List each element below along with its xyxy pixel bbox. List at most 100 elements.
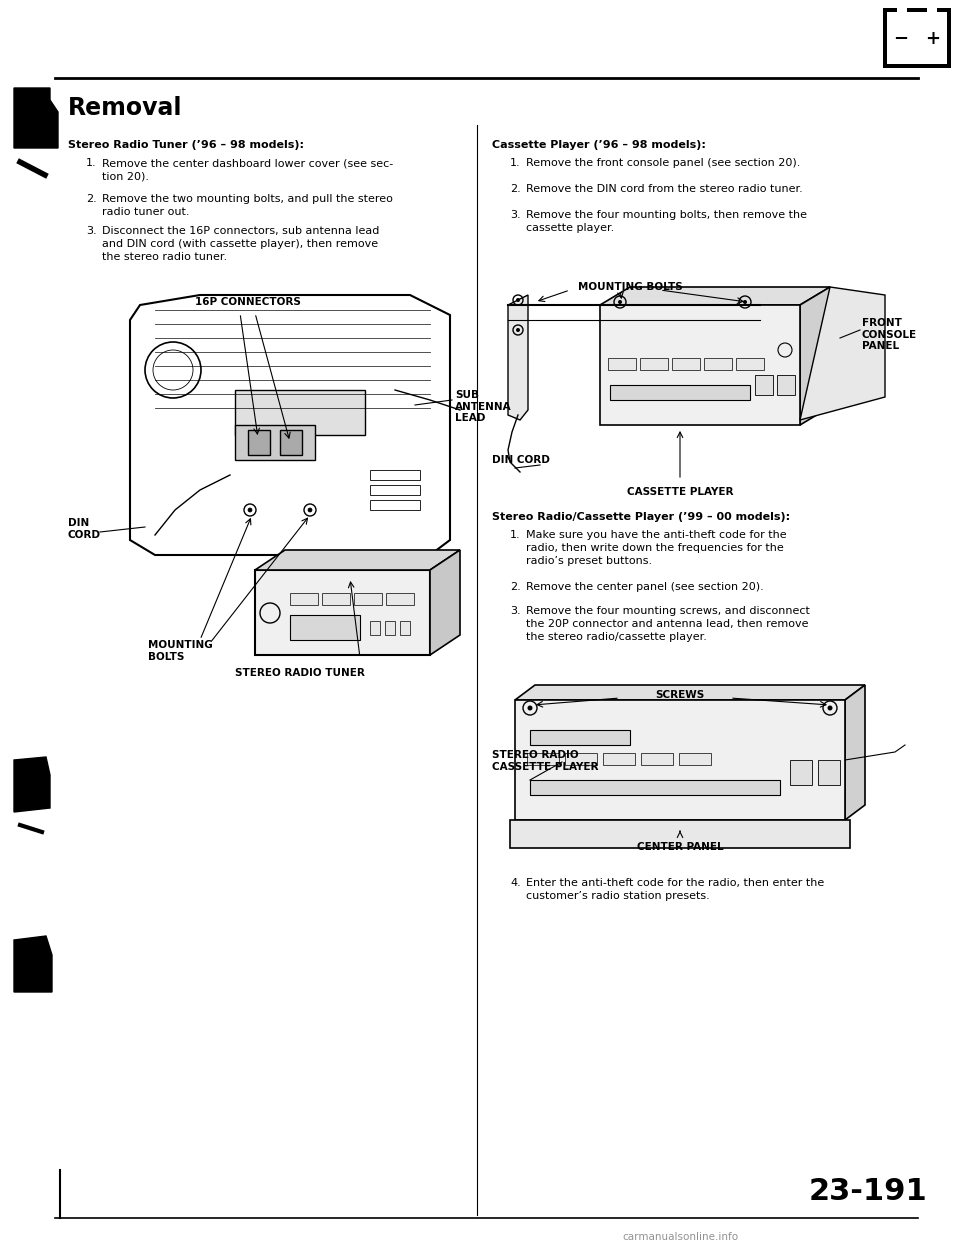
Text: Remove the DIN cord from the stereo radio tuner.: Remove the DIN cord from the stereo radi… xyxy=(526,184,803,194)
Text: Make sure you have the anti-theft code for the
radio, then write down the freque: Make sure you have the anti-theft code f… xyxy=(526,530,786,566)
Text: carmanualsonline.info: carmanualsonline.info xyxy=(622,1232,738,1242)
Bar xyxy=(510,820,850,848)
Bar xyxy=(777,375,795,395)
Bar xyxy=(527,753,559,765)
Bar xyxy=(641,753,673,765)
Polygon shape xyxy=(515,686,865,700)
Bar xyxy=(235,425,315,460)
Text: Remove the center panel (see section 20).: Remove the center panel (see section 20)… xyxy=(526,582,764,592)
Bar xyxy=(897,7,907,17)
Bar xyxy=(818,760,840,785)
Text: FRONT
CONSOLE
PANEL: FRONT CONSOLE PANEL xyxy=(862,318,917,351)
Text: Cassette Player (’96 – 98 models):: Cassette Player (’96 – 98 models): xyxy=(492,140,706,150)
Bar xyxy=(290,615,360,640)
Polygon shape xyxy=(600,287,830,306)
Text: DIN CORD: DIN CORD xyxy=(492,455,550,465)
Text: Enter the anti-theft code for the radio, then enter the
customer’s radio station: Enter the anti-theft code for the radio,… xyxy=(526,878,825,902)
Bar xyxy=(790,760,812,785)
Polygon shape xyxy=(508,296,528,420)
Text: 3.: 3. xyxy=(86,226,97,236)
Bar xyxy=(515,700,845,820)
Text: Stereo Radio/Cassette Player (’99 – 00 models):: Stereo Radio/Cassette Player (’99 – 00 m… xyxy=(492,512,790,522)
Text: 1.: 1. xyxy=(510,158,520,168)
Bar xyxy=(255,570,430,655)
Text: Remove the front console panel (see section 20).: Remove the front console panel (see sect… xyxy=(526,158,801,168)
Text: Remove the two mounting bolts, and pull the stereo
radio tuner out.: Remove the two mounting bolts, and pull … xyxy=(102,194,393,217)
Circle shape xyxy=(308,508,312,512)
Text: CASSETTE PLAYER: CASSETTE PLAYER xyxy=(627,487,733,497)
Text: Remove the four mounting screws, and disconnect
the 20P connector and antenna le: Remove the four mounting screws, and dis… xyxy=(526,606,810,642)
Circle shape xyxy=(743,301,747,304)
Circle shape xyxy=(828,705,832,710)
Polygon shape xyxy=(255,550,460,570)
Bar xyxy=(322,592,350,605)
Bar xyxy=(672,358,700,370)
Bar xyxy=(736,358,764,370)
Text: Removal: Removal xyxy=(68,96,182,120)
Bar xyxy=(610,385,750,400)
Text: 1.: 1. xyxy=(510,530,520,540)
Text: MOUNTING
BOLTS: MOUNTING BOLTS xyxy=(148,640,213,662)
Circle shape xyxy=(248,508,252,512)
Bar xyxy=(704,358,732,370)
Bar xyxy=(370,501,420,510)
Bar xyxy=(280,430,302,455)
Bar xyxy=(530,780,780,795)
Polygon shape xyxy=(14,758,50,812)
Text: SCREWS: SCREWS xyxy=(656,691,705,700)
Text: 4.: 4. xyxy=(510,878,520,888)
Text: CENTER PANEL: CENTER PANEL xyxy=(636,842,723,852)
Bar xyxy=(565,753,597,765)
Bar xyxy=(370,484,420,496)
Text: DIN
CORD: DIN CORD xyxy=(68,518,101,539)
Polygon shape xyxy=(14,88,58,148)
Text: MOUNTING BOLTS: MOUNTING BOLTS xyxy=(578,282,683,292)
Text: 3.: 3. xyxy=(510,210,520,220)
Text: 23-191: 23-191 xyxy=(808,1177,927,1206)
Text: STEREO RADIO TUNER: STEREO RADIO TUNER xyxy=(235,668,365,678)
Circle shape xyxy=(516,298,520,302)
Text: −: − xyxy=(894,30,908,48)
Bar xyxy=(400,621,410,635)
Polygon shape xyxy=(430,550,460,655)
Bar xyxy=(883,7,951,68)
Bar xyxy=(640,358,668,370)
Bar xyxy=(290,592,318,605)
Text: 2.: 2. xyxy=(510,184,520,194)
Text: 16P CONNECTORS: 16P CONNECTORS xyxy=(195,297,300,307)
Text: STEREO RADIO
CASSETTE PLAYER: STEREO RADIO CASSETTE PLAYER xyxy=(492,750,598,771)
Bar xyxy=(386,592,414,605)
Polygon shape xyxy=(800,287,885,420)
Text: SUB
ANTENNA
LEAD: SUB ANTENNA LEAD xyxy=(455,390,512,424)
Bar xyxy=(235,390,365,435)
Bar xyxy=(370,469,420,479)
Bar xyxy=(530,730,630,745)
Text: Stereo Radio Tuner (’96 – 98 models):: Stereo Radio Tuner (’96 – 98 models): xyxy=(68,140,304,150)
Bar xyxy=(608,358,636,370)
Bar xyxy=(603,753,635,765)
Circle shape xyxy=(527,705,533,710)
Bar xyxy=(354,592,382,605)
Text: Remove the center dashboard lower cover (see sec-
tion 20).: Remove the center dashboard lower cover … xyxy=(102,158,394,181)
Polygon shape xyxy=(800,287,830,425)
Text: 2.: 2. xyxy=(510,582,520,592)
Bar xyxy=(248,430,270,455)
Polygon shape xyxy=(845,686,865,820)
Bar xyxy=(679,753,711,765)
Bar xyxy=(927,7,937,17)
Bar xyxy=(385,621,395,635)
Bar xyxy=(370,621,380,635)
Polygon shape xyxy=(130,296,450,555)
Text: 1.: 1. xyxy=(86,158,97,168)
Text: Remove the four mounting bolts, then remove the
cassette player.: Remove the four mounting bolts, then rem… xyxy=(526,210,807,233)
Text: +: + xyxy=(925,30,941,48)
Polygon shape xyxy=(14,936,52,992)
Circle shape xyxy=(618,301,622,304)
Bar xyxy=(755,375,773,395)
Text: 3.: 3. xyxy=(510,606,520,616)
Circle shape xyxy=(516,328,520,332)
Bar xyxy=(887,12,947,65)
Bar xyxy=(600,306,800,425)
Text: 2.: 2. xyxy=(86,194,97,204)
Text: Disconnect the 16P connectors, sub antenna lead
and DIN cord (with cassette play: Disconnect the 16P connectors, sub anten… xyxy=(102,226,379,262)
